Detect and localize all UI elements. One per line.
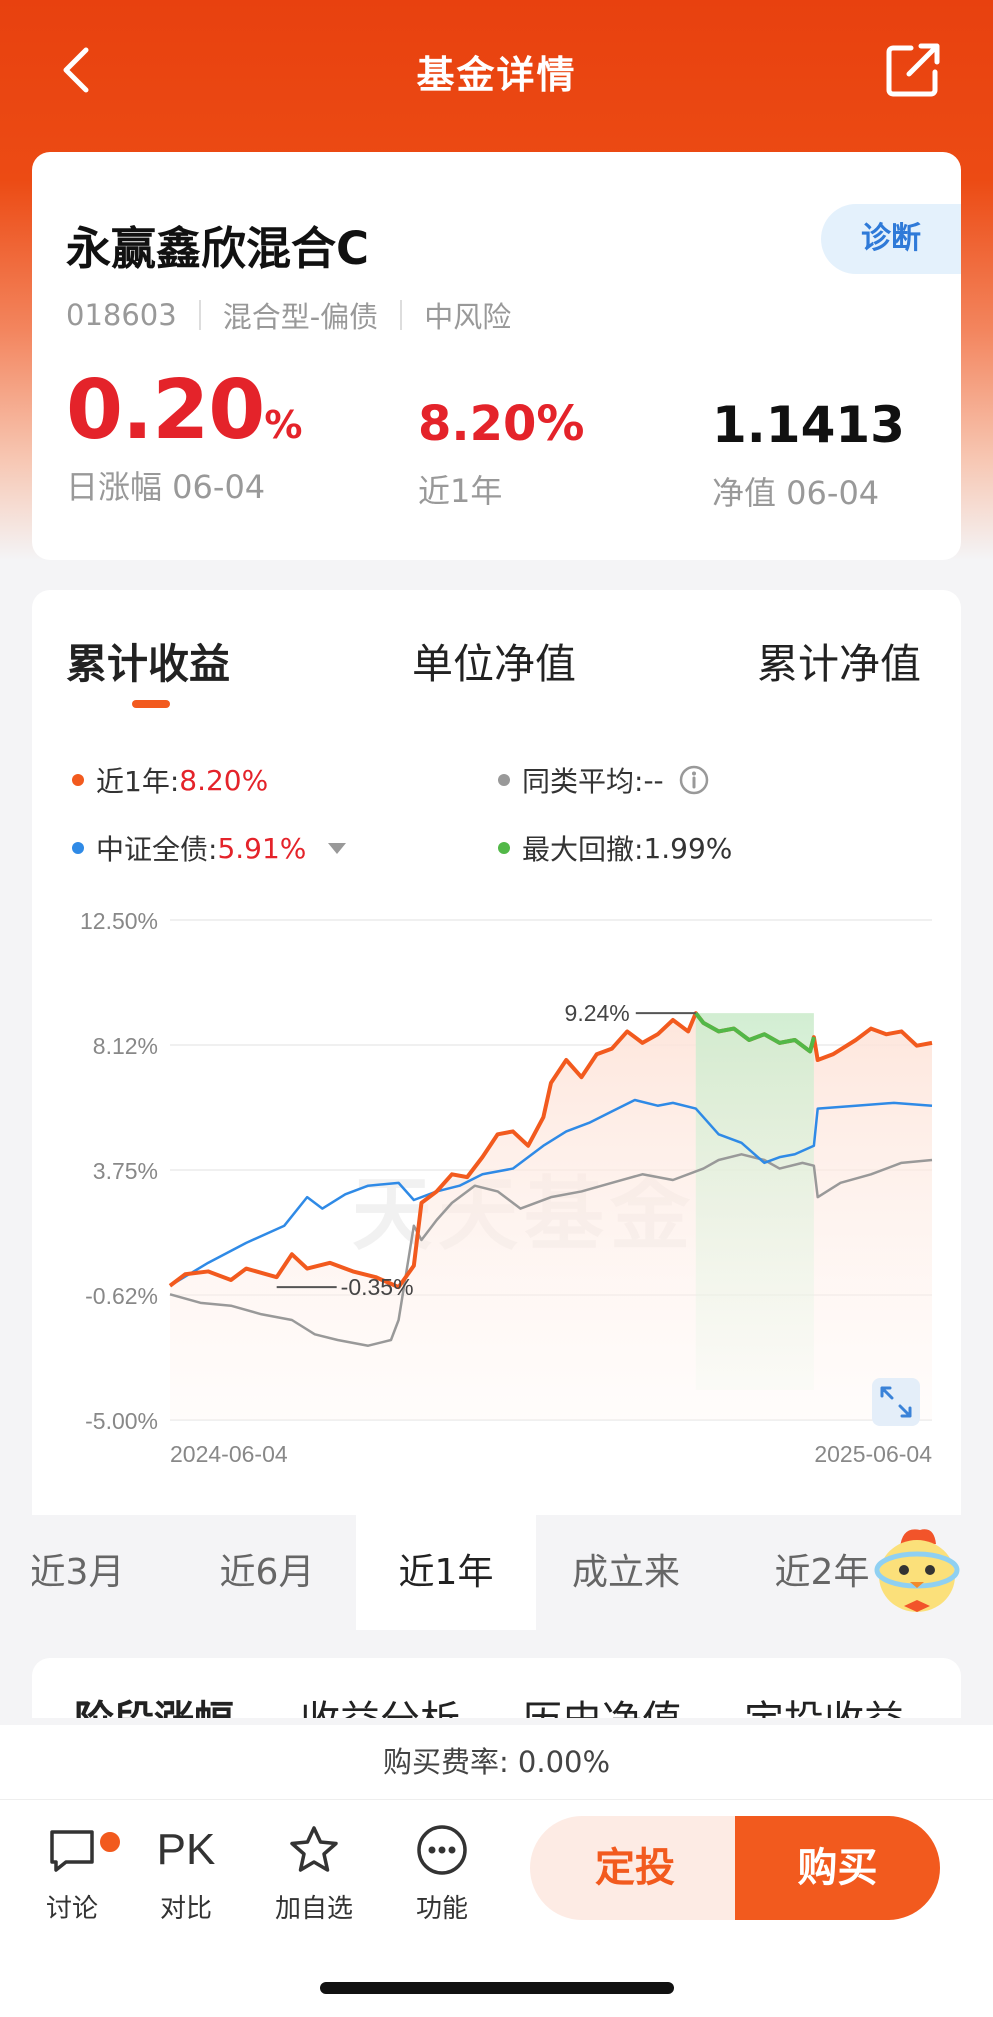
- daily-change-label: 日涨幅 06-04: [66, 468, 266, 506]
- divider: [400, 300, 403, 330]
- drawdown-band: [695, 1013, 814, 1390]
- min-label: -0.35%: [341, 1274, 414, 1300]
- chevron-left-icon: [63, 47, 89, 93]
- legend-drawdown-label: 最大回撤:: [522, 833, 644, 866]
- legend-peer-label: 同类平均:: [522, 765, 644, 798]
- functions-button[interactable]: 功能: [392, 1822, 492, 1925]
- legend-drawdown-value: 1.99%: [643, 831, 733, 865]
- period-selector: 近3月 近6月 近1年 成立来 近2年: [32, 1515, 961, 1630]
- page-title: 基金详情: [416, 53, 577, 97]
- chat-icon: [50, 1830, 94, 1872]
- chart-card: 累计收益 单位净值 累计净值 近1年: 8.20% 同类平均: -- 中证全债:…: [32, 590, 961, 1630]
- period-3m[interactable]: 近3月: [32, 1552, 125, 1593]
- year-return-label: 近1年: [418, 472, 503, 510]
- return-chart[interactable]: 12.50% 8.12% 3.75% -0.62% -5.00% 2024-06-04 20…: [32, 880, 961, 1470]
- expand-chart-button[interactable]: [872, 1378, 920, 1426]
- fund-area: [170, 1013, 932, 1420]
- legend-index-label: 中证全债:: [96, 833, 218, 866]
- daily-change-value: 0.20: [66, 363, 265, 458]
- purchase-fee: 购买费率: 0.00%: [0, 1725, 993, 1800]
- daily-change-unit: %: [264, 403, 302, 447]
- star-icon: [290, 1826, 338, 1872]
- nav-header: 基金详情: [0, 0, 993, 140]
- pk-icon: PK: [156, 1825, 216, 1874]
- legend-dot: [498, 842, 510, 854]
- legend-dot: [72, 842, 84, 854]
- year-return-stat: 8.20% 近1年: [418, 400, 585, 512]
- home-indicator[interactable]: [320, 1982, 674, 1994]
- tab-return-analysis[interactable]: 收益分析: [300, 1688, 460, 1718]
- divider: [198, 300, 201, 330]
- watchlist-label: 加自选: [274, 1894, 353, 1924]
- nav-stat: 1.1413 净值 06-04: [712, 400, 905, 514]
- period-since-inception[interactable]: 成立来: [571, 1552, 680, 1593]
- series-index-line: [169, 1098, 933, 1287]
- fund-code: 018603: [66, 298, 177, 332]
- legend-fund: 近1年: 8.20%: [72, 760, 268, 800]
- info-icon[interactable]: [678, 764, 710, 796]
- discuss-button[interactable]: 讨论: [22, 1822, 122, 1925]
- tab-cumulative-return[interactable]: 累计收益: [66, 640, 230, 688]
- period-1y[interactable]: 近1年: [356, 1515, 536, 1630]
- max-label: 9.24%: [565, 1000, 630, 1026]
- bottom-toolbar: 讨论 PK 对比 加自选 功能 定投 购买: [0, 1800, 993, 1930]
- y-tick-label: 3.75%: [93, 1158, 158, 1184]
- fund-summary-card: 永赢鑫欣混合C 诊断 018603 混合型-偏债 中风险 0.20% 日涨幅 0…: [32, 152, 961, 560]
- x-tick-label: 2025-06-04: [814, 1441, 932, 1467]
- diagnose-button[interactable]: 诊断: [821, 204, 961, 274]
- notification-badge: [98, 1830, 122, 1854]
- year-return-value: 8.20%: [418, 396, 585, 452]
- y-tick-label: -0.62%: [85, 1283, 158, 1309]
- expand-icon: [880, 1386, 912, 1418]
- discuss-label: 讨论: [45, 1894, 98, 1924]
- y-tick-label: 12.50%: [80, 908, 158, 934]
- tab-stage-return[interactable]: 阶段涨幅: [74, 1688, 234, 1718]
- mascot-icon[interactable]: [862, 1518, 972, 1628]
- legend-index[interactable]: 中证全债: 5.91%: [72, 828, 347, 868]
- legend-index-value: 5.91%: [217, 831, 307, 865]
- tab-cumulative-nav[interactable]: 累计净值: [757, 640, 921, 688]
- legend-peer-value: --: [643, 763, 664, 797]
- series-peer-line: [169, 1153, 933, 1347]
- legend-peer: 同类平均: --: [498, 760, 710, 800]
- legend-dot: [498, 774, 510, 786]
- legend-fund-value: 8.20%: [179, 763, 269, 797]
- functions-label: 功能: [415, 1894, 468, 1924]
- legend-drawdown: 最大回撤: 1.99%: [498, 828, 732, 868]
- fund-type: 混合型-偏债: [222, 300, 379, 334]
- drawdown-line: [694, 1011, 816, 1054]
- daily-change-stat: 0.20% 日涨幅 06-04: [66, 370, 302, 508]
- back-button[interactable]: [48, 38, 112, 102]
- compare-label: 对比: [159, 1894, 212, 1924]
- tab-history-nav[interactable]: 历史净值: [522, 1688, 682, 1718]
- y-tick-label: -5.00%: [85, 1408, 158, 1434]
- buy-button[interactable]: 购买: [735, 1816, 940, 1920]
- share-button[interactable]: [881, 38, 945, 102]
- watchlist-button[interactable]: 加自选: [264, 1822, 364, 1925]
- legend-fund-label: 近1年:: [96, 765, 180, 798]
- share-icon: [886, 43, 940, 97]
- sip-button[interactable]: 定投: [530, 1816, 740, 1920]
- chart-tabs: 累计收益 单位净值 累计净值: [32, 630, 961, 710]
- fund-meta: 018603 混合型-偏债 中风险: [66, 294, 511, 336]
- active-tab-indicator: [132, 700, 170, 708]
- more-icon: [417, 1825, 467, 1875]
- nav-label: 净值 06-04: [712, 474, 880, 512]
- tab-sip-return[interactable]: 定投收益: [744, 1688, 904, 1718]
- x-tick-label: 2024-06-04: [170, 1441, 288, 1467]
- nav-value: 1.1413: [712, 396, 905, 454]
- period-2y[interactable]: 近2年: [774, 1552, 870, 1593]
- home-indicator-area: [0, 1930, 993, 2017]
- fund-risk: 中风险: [424, 300, 512, 334]
- compare-button[interactable]: PK 对比: [136, 1822, 236, 1925]
- legend-dot: [72, 774, 84, 786]
- analysis-tabs: 阶段涨幅 收益分析 历史净值 定投收益: [32, 1658, 961, 1718]
- y-tick-label: 8.12%: [93, 1033, 158, 1059]
- period-6m[interactable]: 近6月: [219, 1552, 315, 1593]
- tab-unit-nav[interactable]: 单位净值: [412, 640, 576, 688]
- dropdown-caret-icon: [328, 842, 347, 854]
- fund-name: 永赢鑫欣混合C: [66, 222, 370, 275]
